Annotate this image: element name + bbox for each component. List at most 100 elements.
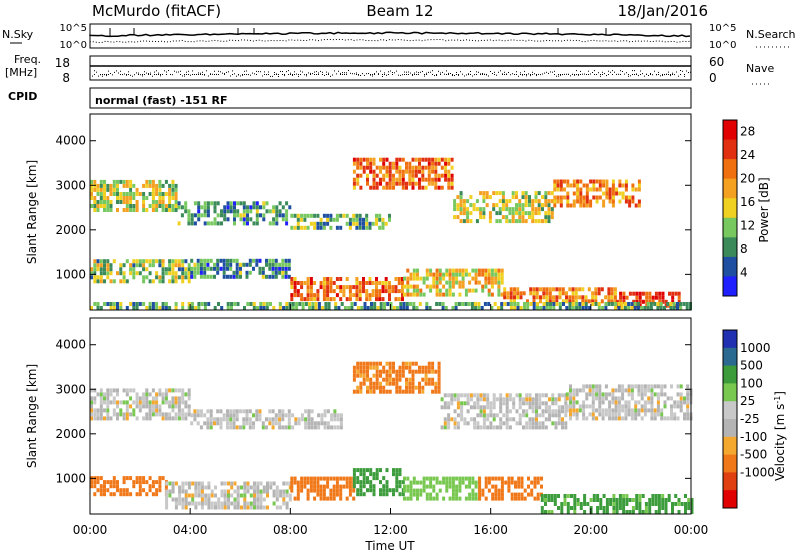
scatter-cell-7 bbox=[199, 262, 203, 267]
scatter-cell-6 bbox=[174, 279, 178, 284]
scatter-cell-3 bbox=[356, 161, 360, 166]
scatter-cell-10 bbox=[487, 480, 491, 485]
scatter-cell-4 bbox=[679, 384, 683, 389]
scatter-cell-9 bbox=[406, 284, 410, 289]
nave-dot bbox=[358, 74, 359, 75]
scatter-cell-10 bbox=[500, 496, 504, 501]
scatter-cell-2 bbox=[434, 381, 438, 386]
scatter-cell-1 bbox=[242, 421, 246, 426]
scatter-cell-9 bbox=[461, 284, 465, 289]
scatter-cell-9 bbox=[494, 280, 498, 285]
scatter-cell-6 bbox=[158, 259, 162, 264]
nave-dot bbox=[230, 75, 231, 77]
scatter-cell-1 bbox=[252, 205, 256, 210]
scatter-cell-0 bbox=[158, 412, 162, 417]
scatter-cell-0 bbox=[93, 204, 97, 208]
scatter-cell-8 bbox=[365, 289, 369, 294]
scatter-cell-1 bbox=[222, 417, 226, 422]
scatter-cell-8 bbox=[329, 281, 333, 285]
scatter-cell-0 bbox=[109, 200, 113, 204]
scatter-cell-11 bbox=[573, 506, 577, 510]
scatter-cell-4 bbox=[521, 207, 525, 212]
scatter-cell-2 bbox=[316, 221, 320, 226]
scatter-cell-8 bbox=[362, 289, 365, 294]
scatter-cell-9 bbox=[442, 276, 446, 281]
scatter-cell-4 bbox=[569, 396, 572, 401]
scatter-cell-4 bbox=[462, 219, 466, 224]
scatter-cell-1 bbox=[210, 221, 214, 226]
scatter-cell-0 bbox=[93, 179, 97, 184]
scatter-cell-7 bbox=[352, 496, 356, 501]
scatter-cell-4 bbox=[469, 211, 473, 216]
scatter-cell-12 bbox=[418, 302, 422, 306]
scatter-cell-1 bbox=[222, 413, 226, 418]
scatter-cell-5 bbox=[618, 191, 622, 196]
nave-dot bbox=[476, 71, 477, 73]
scatter-cell-11 bbox=[622, 502, 626, 506]
scatter-cell-12 bbox=[532, 306, 536, 310]
scatter-cell-5 bbox=[161, 476, 165, 481]
scatter-cell-4 bbox=[459, 207, 463, 212]
scatter-cell-11 bbox=[583, 498, 587, 502]
nave-dot bbox=[558, 75, 559, 77]
scatter-cell-4 bbox=[686, 388, 690, 393]
scatter-cell-1 bbox=[255, 221, 259, 226]
scatter-cell-3 bbox=[447, 405, 451, 410]
scatter-cell-6 bbox=[194, 485, 198, 490]
scatter-cell-11 bbox=[638, 303, 642, 308]
scatter-cell-5 bbox=[122, 476, 126, 481]
scatter-cell-4 bbox=[544, 211, 548, 216]
scatter-cell-11 bbox=[687, 506, 691, 510]
scatter-cell-1 bbox=[262, 217, 266, 222]
scatter-cell-3 bbox=[479, 393, 483, 398]
scatter-cell-3 bbox=[411, 165, 415, 170]
nave-dot bbox=[150, 74, 151, 75]
scatter-cell-1 bbox=[216, 201, 220, 206]
scatter-cell-8 bbox=[382, 484, 386, 489]
scatter-cell-9 bbox=[425, 476, 429, 481]
scatter-cell-3 bbox=[538, 393, 542, 398]
scatter-cell-9 bbox=[458, 484, 462, 489]
scatter-cell-12 bbox=[405, 302, 409, 306]
noise-traces bbox=[89, 28, 691, 44]
scatter-cell-9 bbox=[429, 492, 433, 497]
nave-dot bbox=[636, 74, 637, 75]
scatter-cell-0 bbox=[184, 412, 188, 417]
y-tick-label: 3000 bbox=[55, 382, 86, 396]
scatter-cell-3 bbox=[379, 157, 382, 162]
scatter-cell-4 bbox=[686, 404, 690, 409]
scatter-cell-4 bbox=[459, 219, 463, 224]
scatter-cell-1 bbox=[317, 421, 321, 426]
nave-dot bbox=[568, 74, 569, 75]
scatter-cell-6 bbox=[223, 497, 227, 502]
nave-dot bbox=[122, 74, 123, 76]
scatter-cell-7 bbox=[229, 266, 233, 271]
power-colorbar-swatch bbox=[723, 178, 737, 199]
scatter-cell-8 bbox=[362, 492, 366, 497]
nave-dot bbox=[408, 71, 409, 73]
scatter-cell-1 bbox=[265, 209, 269, 214]
scatter-cell-9 bbox=[474, 276, 478, 281]
scatter-cell-2 bbox=[352, 365, 356, 370]
scatter-cell-6 bbox=[181, 263, 185, 268]
nave-dot bbox=[396, 70, 397, 72]
scatter-cell-3 bbox=[476, 397, 480, 402]
scatter-cell-6 bbox=[194, 481, 198, 486]
scatter-cell-9 bbox=[432, 488, 436, 493]
scatter-cell-8 bbox=[381, 289, 385, 294]
scatter-cell-8 bbox=[382, 488, 386, 493]
scatter-cell-4 bbox=[585, 404, 589, 409]
scatter-cell-3 bbox=[482, 425, 486, 430]
scatter-cell-9 bbox=[468, 272, 472, 277]
nave-dot bbox=[138, 74, 139, 75]
scatter-cell-9 bbox=[445, 268, 449, 273]
scatter-cell-3 bbox=[466, 421, 470, 426]
scatter-cell-4 bbox=[627, 388, 631, 393]
velocity-colorbar-swatch bbox=[723, 436, 737, 456]
scatter-cell-12 bbox=[399, 302, 403, 306]
nave-dot bbox=[238, 74, 239, 75]
scatter-cell-4 bbox=[498, 191, 502, 196]
scatter-cell-4 bbox=[541, 219, 544, 224]
scatter-cell-4 bbox=[591, 388, 595, 393]
scatter-cell-12 bbox=[278, 306, 282, 310]
